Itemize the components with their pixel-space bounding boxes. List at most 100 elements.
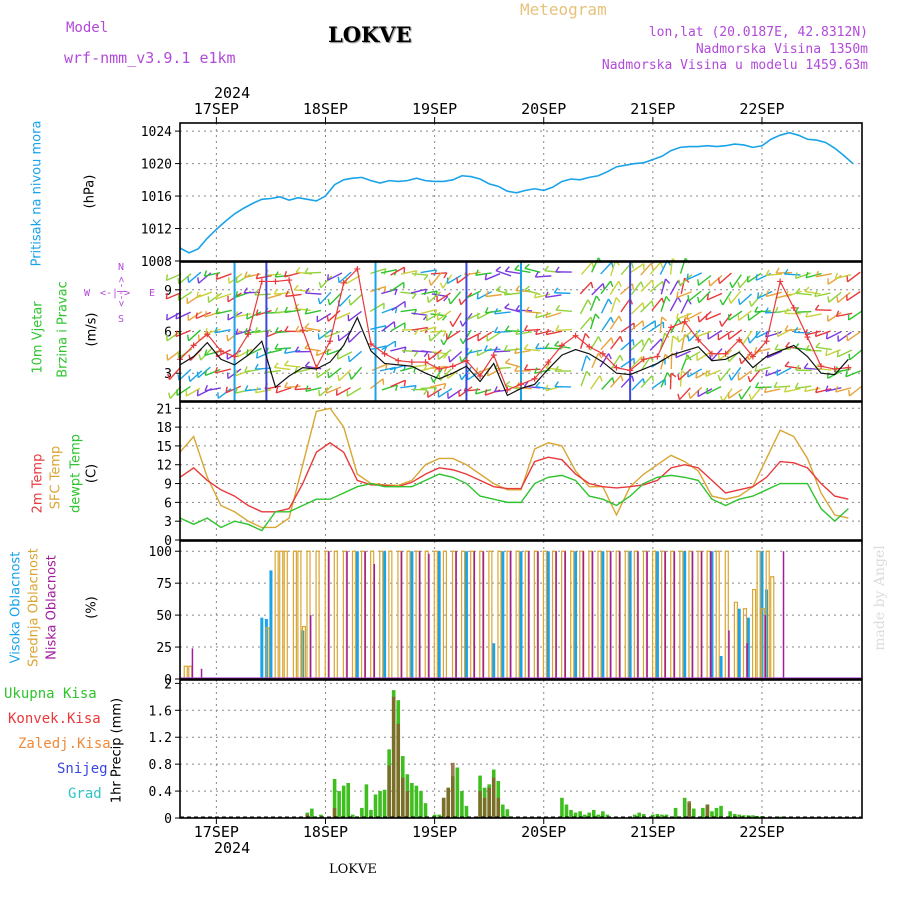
wind-barb xyxy=(678,387,691,401)
ytick-label-precip-4: 1.6 xyxy=(149,704,172,719)
cloud-high-bar xyxy=(746,617,750,679)
wind-barb xyxy=(166,331,181,342)
wind-barb xyxy=(846,291,861,302)
wind-barb-flag xyxy=(504,358,511,364)
wind-gust-point xyxy=(354,265,361,272)
precip-total-bar xyxy=(310,808,314,818)
cloud-low-bar xyxy=(346,551,348,679)
wind-barb-flag xyxy=(640,281,644,288)
wind-barb xyxy=(707,292,723,301)
wind-barb-flag xyxy=(827,296,830,303)
wind-barb xyxy=(535,386,552,390)
precip-total-bar xyxy=(732,813,737,818)
precip-total-bar xyxy=(691,808,696,818)
cloud-low-bar xyxy=(664,551,667,679)
wind-barb xyxy=(254,293,271,296)
wind-barb xyxy=(620,357,635,368)
wind-barb-flag xyxy=(676,291,679,298)
wind-barb xyxy=(504,307,521,313)
wind-barb xyxy=(348,310,362,322)
wind-barb-flag xyxy=(545,311,549,318)
wind-barb xyxy=(390,266,405,276)
wind-barb-flag xyxy=(717,374,721,381)
wind-barb xyxy=(305,387,322,392)
wind-barb xyxy=(370,285,386,293)
wind-barb xyxy=(400,308,417,313)
wind-barb-flag xyxy=(544,265,549,272)
wind-barb-flag xyxy=(214,326,218,334)
wind-barb xyxy=(676,291,692,299)
wind-barb xyxy=(514,268,531,274)
wind-barb xyxy=(590,375,601,390)
precip-total-bar xyxy=(378,791,382,818)
wind-barb xyxy=(795,385,812,389)
wind-barb-flag xyxy=(836,296,839,303)
station-title: LOKVE xyxy=(328,22,412,47)
wind-barb-flag xyxy=(695,330,699,338)
wind-barb xyxy=(188,329,201,342)
wind-barb-flag xyxy=(204,349,208,356)
wind-barb-flag xyxy=(483,344,488,351)
wind-gust-point xyxy=(531,375,538,382)
wind-barb-flag xyxy=(503,289,508,296)
wind-barb xyxy=(837,331,852,342)
day-label-bottom-2: 19SEP xyxy=(412,823,457,841)
wind-gust-point xyxy=(613,364,620,371)
lonlat-label: lon,lat (20.0187E, 42.8312N) xyxy=(648,25,868,40)
wind-barb-flag xyxy=(494,386,498,393)
wind-barb xyxy=(749,330,761,344)
wind-barb-flag xyxy=(244,271,248,278)
cloud-low-bar xyxy=(637,551,639,679)
wind-barb xyxy=(835,387,852,393)
wind-barb xyxy=(475,388,492,395)
wind-barb xyxy=(620,298,631,313)
wind-barb xyxy=(276,387,292,394)
wind-barb-flag xyxy=(553,287,559,294)
wind-barb xyxy=(697,388,713,398)
cloud-mid-bar xyxy=(183,665,188,679)
cloud-low-bar xyxy=(710,551,712,679)
wind-barb-flag xyxy=(595,295,601,302)
wind-barb xyxy=(443,330,453,346)
wind-gust-point xyxy=(558,342,565,349)
wind-barb-flag xyxy=(677,393,681,400)
wind-barb xyxy=(686,272,703,281)
wind-gust-point xyxy=(272,278,279,285)
wind-barb xyxy=(555,328,572,332)
wind-barb-flag xyxy=(327,371,330,378)
wind-barb-flag xyxy=(197,277,200,284)
wind-barb xyxy=(438,387,453,398)
wind-barb xyxy=(718,330,733,341)
cloud-high-bar xyxy=(260,617,264,679)
wind-gust-point xyxy=(449,363,456,370)
wind-barb-flag xyxy=(825,349,828,356)
wind-barb-flag xyxy=(825,332,828,340)
wind-barb-flag xyxy=(719,320,723,327)
wind-barb xyxy=(827,311,842,322)
wind-barb xyxy=(466,332,482,341)
wind-barb xyxy=(825,349,841,357)
cloud-low-bar xyxy=(591,551,594,679)
wind-barb-flag xyxy=(515,328,519,335)
wind-barb-flag xyxy=(440,339,445,346)
wind-barb xyxy=(485,273,501,281)
cloud-high-bar xyxy=(601,551,605,679)
wind-barb xyxy=(591,283,604,296)
cloud-mid-bar xyxy=(542,550,548,679)
model-altitude-label: Nadmorska Visina u modelu 1459.63m xyxy=(601,58,868,73)
precip-legend-freezing: Zaledj.Kisa xyxy=(18,736,111,752)
wind-barb xyxy=(766,273,783,276)
ytick-label-precip-5: 2 xyxy=(164,677,172,692)
panel-frame-precip xyxy=(179,679,863,819)
wind-barb xyxy=(641,320,656,331)
wind-barb xyxy=(430,272,442,286)
wind-barb-flag xyxy=(666,372,672,378)
wind-barb-flag xyxy=(295,267,301,273)
cloud-low-bar xyxy=(528,551,530,679)
precip-conv-bar xyxy=(478,791,482,818)
wind-barb xyxy=(432,368,443,383)
wind-barb-flag xyxy=(651,300,654,307)
wind-barb-flag xyxy=(784,307,789,314)
wind-barb xyxy=(484,348,501,352)
day-label-bottom-0: 17SEP xyxy=(194,823,239,841)
